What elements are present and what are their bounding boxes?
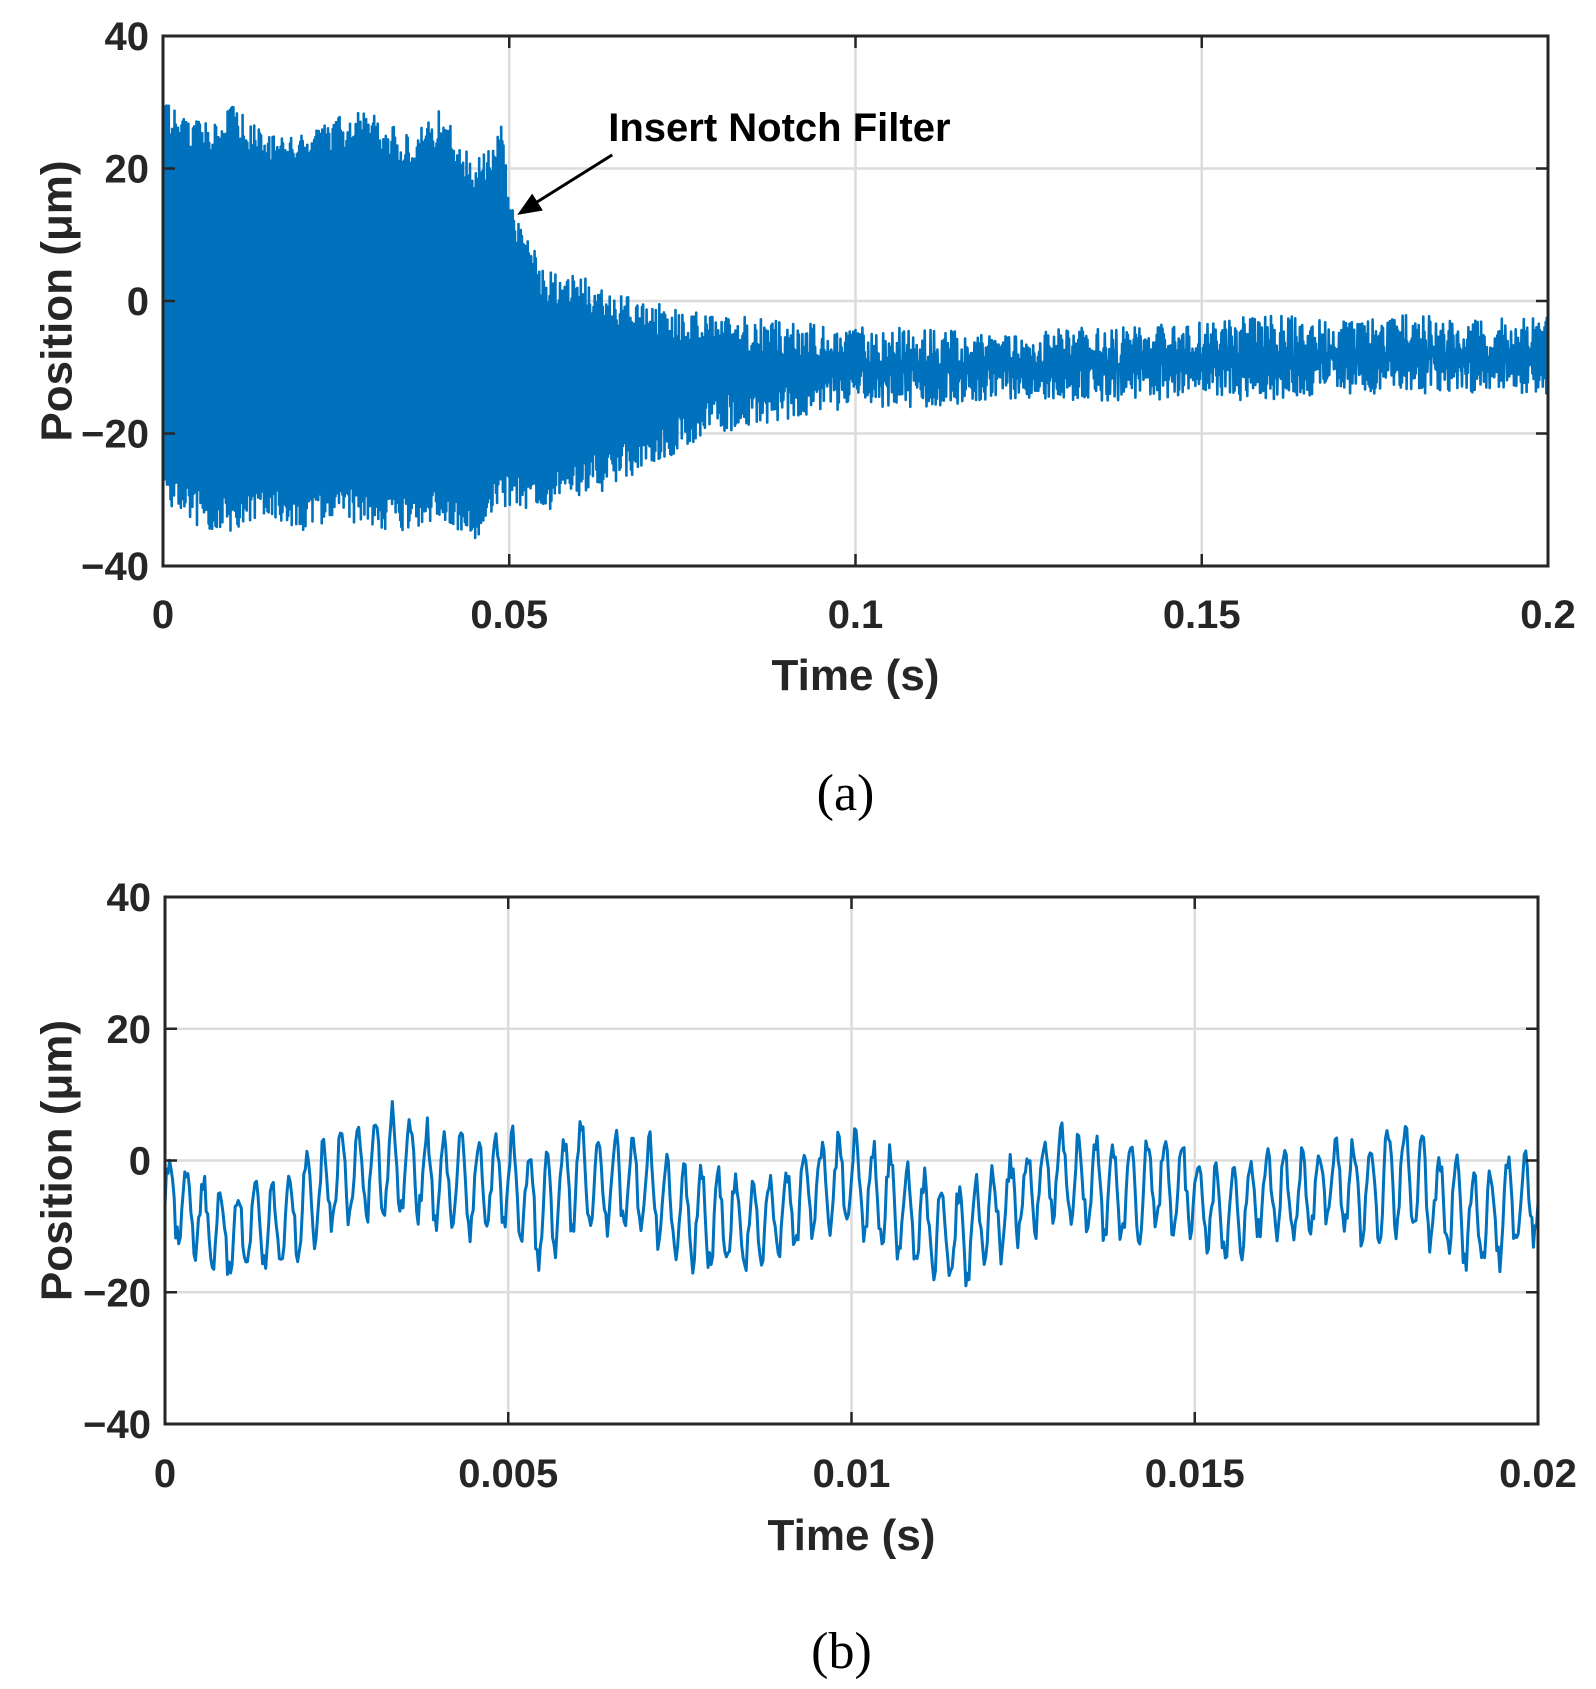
x-tick-label: 0.02 xyxy=(1499,1452,1577,1496)
annotation: Insert Notch Filter xyxy=(517,106,951,215)
annotation-arrow xyxy=(528,153,614,209)
y-tick-labels: −40 −20 0 20 40 xyxy=(81,15,149,589)
x-tick-label: 0.005 xyxy=(458,1452,558,1496)
chart-panel-a: 0 0.05 0.1 0.15 0.2 −40 −20 0 20 40 Time (s) Pos… xyxy=(33,15,1576,822)
x-tick-label: 0.05 xyxy=(470,593,548,637)
position-signal xyxy=(161,104,1550,540)
y-tick-label: −20 xyxy=(83,1271,151,1315)
y-tick-label: −40 xyxy=(83,1403,151,1447)
y-tick-label: 20 xyxy=(107,1008,152,1052)
x-axis-label: Time (s) xyxy=(768,1511,936,1560)
chart-panel-b: 0 0.005 0.01 0.015 0.02 −40 −20 0 20 40 Time (s)… xyxy=(33,876,1577,1680)
signal-line xyxy=(163,1100,1540,1288)
x-tick-label: 0.1 xyxy=(828,593,884,637)
axis-ticks xyxy=(163,895,1540,1426)
x-axis-label: Time (s) xyxy=(772,651,940,700)
y-axis-label: Position (μm) xyxy=(33,160,82,441)
panel-label-a: (a) xyxy=(817,765,875,822)
y-tick-label: 40 xyxy=(105,15,150,59)
x-tick-label: 0.2 xyxy=(1520,593,1576,637)
x-tick-label: 0 xyxy=(154,1452,176,1496)
y-tick-label: 20 xyxy=(105,148,150,192)
axis-ticks xyxy=(161,34,1550,568)
y-tick-labels: −40 −20 0 20 40 xyxy=(83,876,151,1447)
panel-label-b: (b) xyxy=(811,1623,872,1680)
y-tick-label: 0 xyxy=(127,280,149,324)
y-tick-label: −20 xyxy=(81,413,149,457)
x-tick-label: 0 xyxy=(152,593,174,637)
grid-lines xyxy=(165,897,1538,1424)
x-tick-label: 0.15 xyxy=(1163,593,1241,637)
x-tick-labels: 0 0.005 0.01 0.015 0.02 xyxy=(154,1452,1577,1496)
annotation-text: Insert Notch Filter xyxy=(608,106,950,150)
position-signal xyxy=(163,1100,1540,1288)
annotation-arrowhead xyxy=(517,193,543,215)
x-tick-labels: 0 0.05 0.1 0.15 0.2 xyxy=(152,593,1576,637)
y-axis-label: Position (μm) xyxy=(33,1020,82,1301)
y-tick-label: 40 xyxy=(107,876,152,920)
signal-line xyxy=(161,104,1550,540)
y-tick-label: −40 xyxy=(81,545,149,589)
y-tick-label: 0 xyxy=(129,1140,151,1184)
x-tick-label: 0.01 xyxy=(813,1452,891,1496)
x-tick-label: 0.015 xyxy=(1145,1452,1245,1496)
